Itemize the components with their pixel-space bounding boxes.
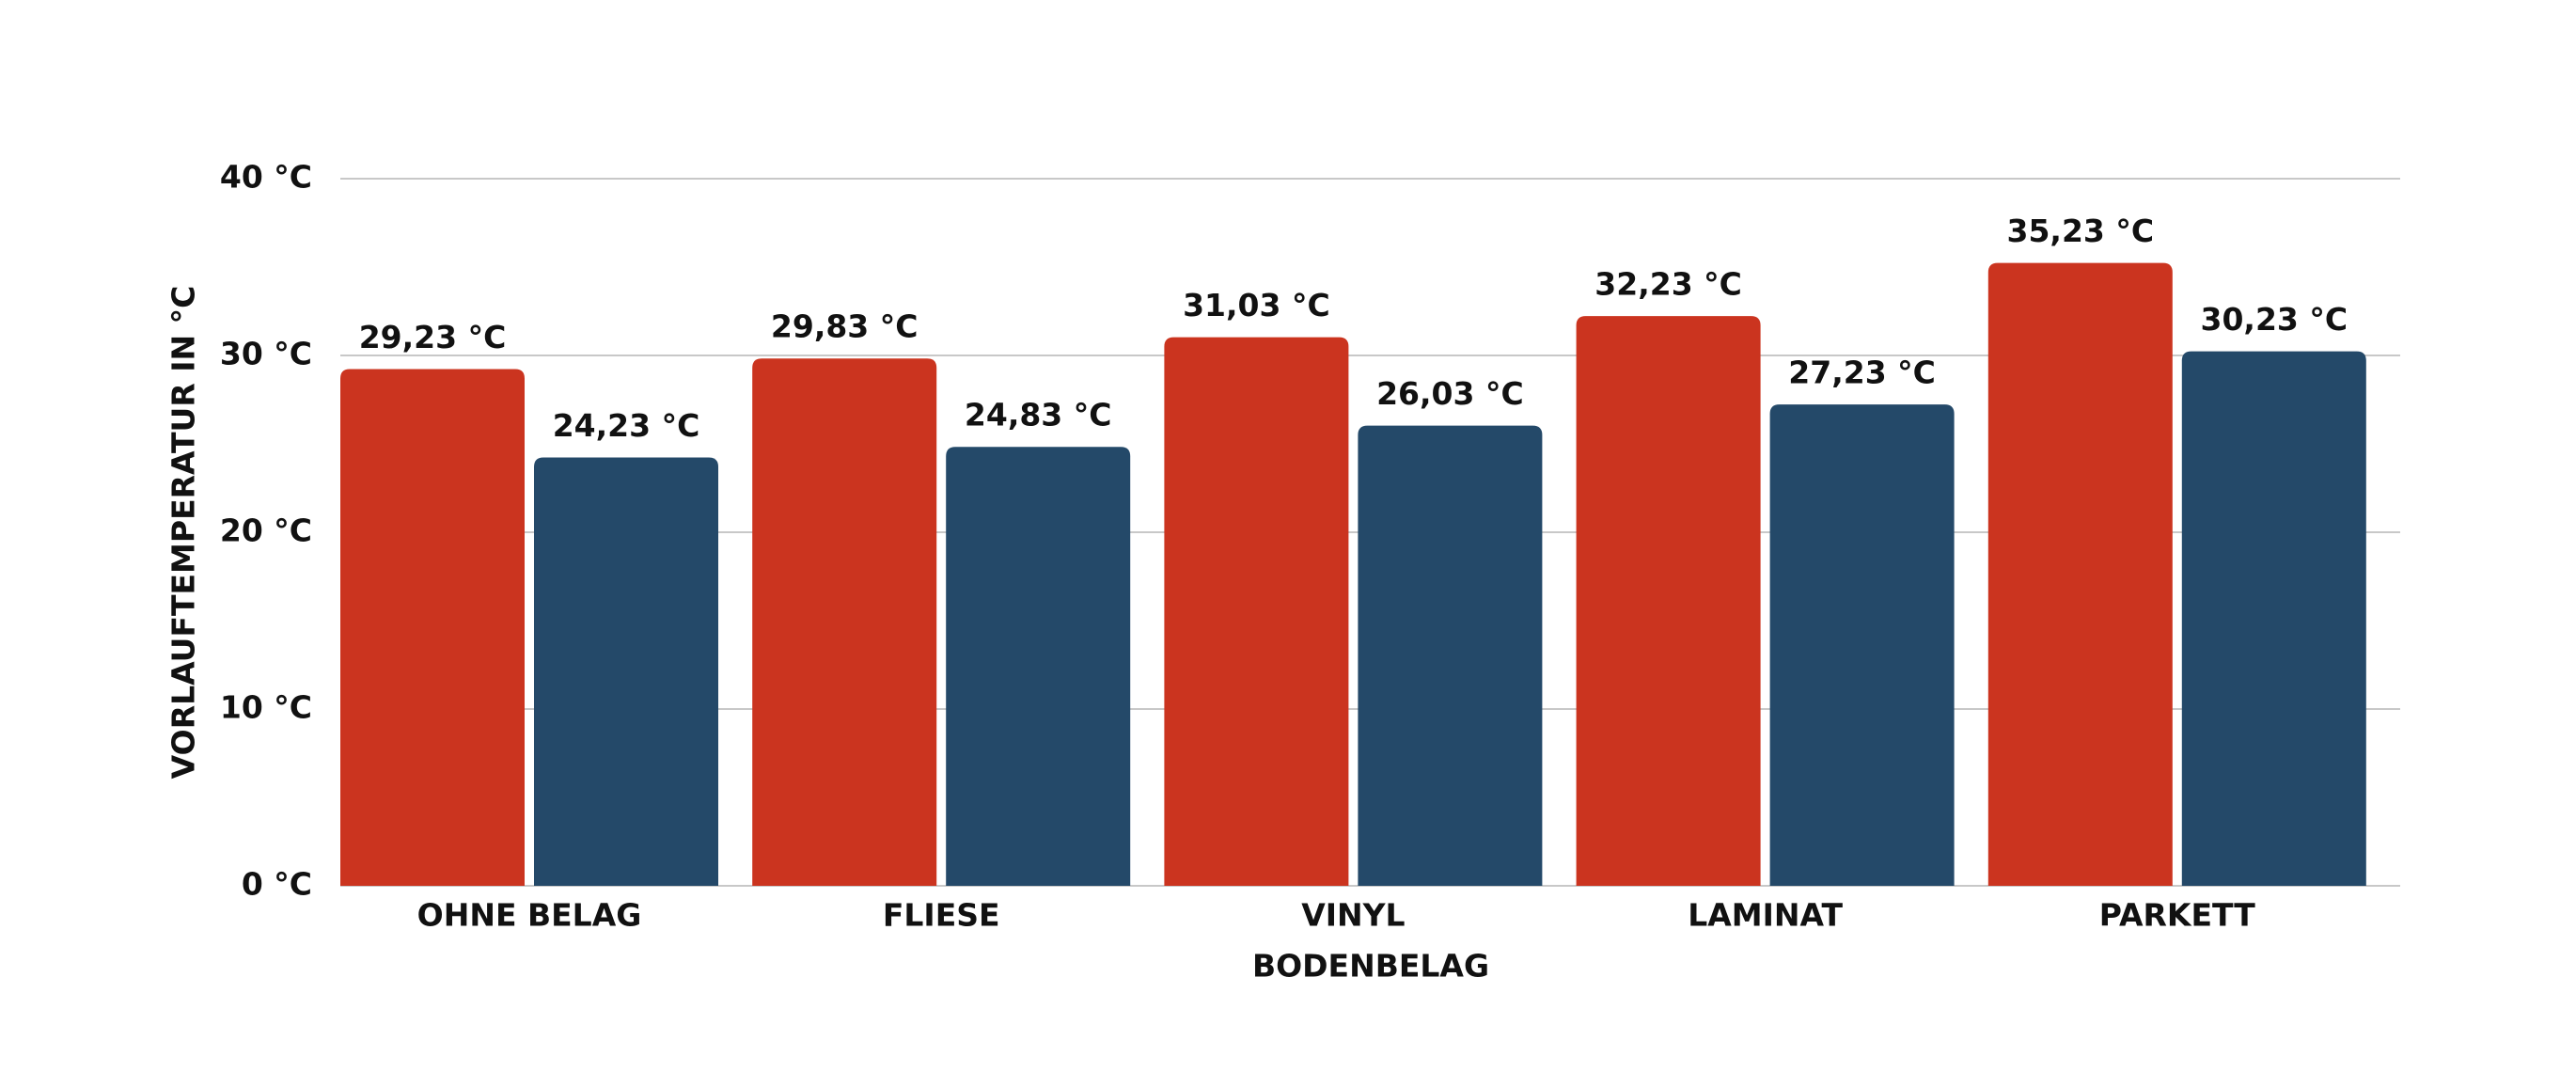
- bar: [1987, 262, 2173, 886]
- x-tick-label: FLIESE: [883, 897, 1000, 934]
- x-axis-title: BODENBELAG: [1252, 948, 1489, 985]
- bar: [946, 447, 1131, 886]
- y-tick-label: 40 °C: [220, 159, 312, 196]
- value-label: 32,23 °C: [1594, 266, 1742, 303]
- value-label: 24,23 °C: [553, 407, 700, 444]
- bar: [534, 457, 718, 886]
- y-axis-title: VORLAUFTEMPERATUR IN °C: [165, 286, 202, 780]
- x-tick-label: VINYL: [1301, 897, 1405, 934]
- bar: [1358, 425, 1543, 886]
- x-tick-label: PARKETT: [2099, 897, 2255, 934]
- value-label: 24,83 °C: [965, 397, 1112, 434]
- bar: [1576, 316, 1761, 886]
- bar: [340, 369, 525, 886]
- value-label: 29,23 °C: [359, 319, 507, 355]
- value-label: 26,03 °C: [1376, 375, 1524, 412]
- bar: [1769, 404, 1955, 886]
- x-tick-label: OHNE BELAG: [417, 897, 642, 934]
- y-tick-label: 20 °C: [220, 512, 312, 549]
- y-tick-label: 10 °C: [220, 689, 312, 726]
- value-label: 35,23 °C: [2007, 213, 2155, 249]
- y-tick-label: 30 °C: [220, 336, 312, 372]
- value-label: 31,03 °C: [1183, 287, 1330, 323]
- value-label: 27,23 °C: [1788, 355, 1936, 391]
- x-tick-label: LAMINAT: [1688, 897, 1843, 934]
- bar: [1164, 337, 1349, 886]
- y-tick-label: 0 °C: [242, 866, 312, 903]
- bar: [2181, 351, 2366, 886]
- value-label: 30,23 °C: [2201, 301, 2348, 338]
- bar: [752, 358, 937, 886]
- value-label: 29,83 °C: [771, 308, 919, 345]
